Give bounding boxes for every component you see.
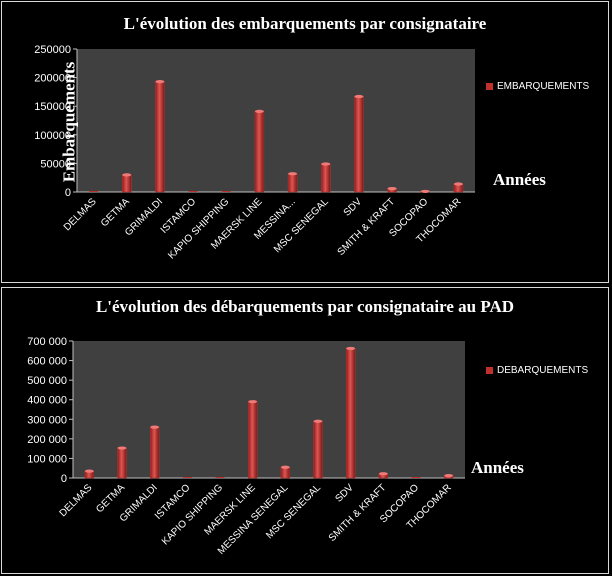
bar-body <box>150 426 160 479</box>
bar-top <box>313 419 323 423</box>
plot-area <box>77 49 475 192</box>
bar <box>313 419 323 479</box>
x-tick-label: DELMAS <box>58 482 95 519</box>
bar <box>150 425 160 479</box>
y-tick-label: 300 000 <box>27 414 67 426</box>
bar <box>280 465 290 479</box>
bar <box>411 477 421 478</box>
y-tick-label: 0 <box>61 473 67 485</box>
bar-body <box>254 111 265 193</box>
chart-title: L'évolution des embarquements par consig… <box>123 14 487 33</box>
bar-body <box>280 466 290 479</box>
bar-body <box>346 348 356 479</box>
bar <box>248 400 258 479</box>
bar <box>378 472 388 479</box>
bar <box>117 446 127 479</box>
bar <box>346 346 356 479</box>
bar-body <box>122 174 132 193</box>
y-tick-label: 0 <box>65 187 71 199</box>
bar <box>287 172 298 193</box>
x-tick-label: KAPIO SHIPPING <box>160 482 225 547</box>
embarquements-chart-panel: L'évolution des embarquements par consig… <box>1 1 609 283</box>
bar-body <box>321 163 331 193</box>
bar-body <box>287 173 298 193</box>
y-tick-label: 50000 <box>40 158 71 170</box>
bar <box>84 469 94 479</box>
embarquements-bar-chart: 0 50000 100000 150000 200000 250000 DELMAS GETM… <box>34 44 475 261</box>
x-tick-label: KAPIO SHIPPING <box>166 196 231 261</box>
legend: EMBARQUEMENTS <box>486 81 589 92</box>
bar-body <box>117 447 127 479</box>
y-tick-label: 200000 <box>34 73 71 85</box>
x-tick-label: SMITH & KRAFT <box>327 482 389 544</box>
bar <box>221 191 231 192</box>
bar-top <box>280 465 290 469</box>
bar-body <box>248 401 258 479</box>
bar-body <box>354 96 364 193</box>
y-tick-label: 400 000 <box>27 395 67 407</box>
y-axis-label: Embarquements <box>59 61 79 183</box>
bar-top <box>248 400 258 404</box>
bar <box>122 173 132 193</box>
bar-top <box>354 94 364 99</box>
x-tick-label: SMITH & KRAFT <box>336 196 398 258</box>
debarquements-chart-panel: L'évolution des débarquements par consig… <box>1 287 609 574</box>
y-tick-label: 500 000 <box>27 375 67 387</box>
plot-area <box>73 341 465 478</box>
bar <box>215 477 225 478</box>
legend-label: EMBARQUEMENTS <box>497 81 590 92</box>
legend-label: DEBARQUEMENTS <box>497 365 589 376</box>
x-tick-label: GETMA <box>99 196 132 229</box>
x-tick-label: SDV <box>342 196 365 219</box>
debarquements-bar-chart: 0 100 000 200 000 300 000 400 000 500 000 600 … <box>27 336 465 557</box>
bar-top <box>444 474 454 478</box>
bar <box>188 191 198 192</box>
x-tick-label: GETMA <box>94 482 127 515</box>
bar <box>182 477 192 478</box>
y-tick-label: 100 000 <box>27 453 67 465</box>
legend-swatch <box>486 367 493 374</box>
bar <box>420 189 430 194</box>
legend-swatch <box>486 83 493 90</box>
x-tick-label: DELMAS <box>62 196 99 233</box>
x-tick-label: SDV <box>333 482 356 505</box>
bar <box>89 191 99 192</box>
x-axis-label: Années <box>493 170 546 189</box>
bar <box>354 94 364 193</box>
bar-top <box>321 162 331 166</box>
bar-top <box>254 109 264 113</box>
bar-body <box>155 81 165 193</box>
bar-top <box>155 80 165 84</box>
bar <box>155 80 165 193</box>
y-tick-label: 200 000 <box>27 434 67 446</box>
bar <box>254 109 265 193</box>
x-axis-label: Années <box>471 458 524 477</box>
chart-title: L'évolution des débarquements par consig… <box>95 297 515 316</box>
bar-top <box>420 189 430 194</box>
bar-top <box>117 446 127 450</box>
y-tick-label: 150000 <box>34 101 71 113</box>
y-tick-label: 600 000 <box>27 356 67 368</box>
bar-top <box>453 182 463 186</box>
legend: DEBARQUEMENTS <box>486 365 588 376</box>
bar <box>387 186 397 193</box>
bar-top <box>150 425 160 429</box>
bar <box>453 182 464 193</box>
bar-top <box>122 173 132 177</box>
bar <box>321 162 331 193</box>
bar-top <box>378 472 388 476</box>
bar-top <box>288 172 298 176</box>
y-tick-label: 100000 <box>34 130 71 142</box>
bar-body <box>313 420 323 479</box>
y-tick-label: 250000 <box>34 44 71 56</box>
bar-top <box>387 186 397 191</box>
y-tick-label: 700 000 <box>27 336 67 348</box>
bar-top <box>84 469 94 473</box>
bar-top <box>346 346 356 351</box>
bar <box>444 474 454 479</box>
